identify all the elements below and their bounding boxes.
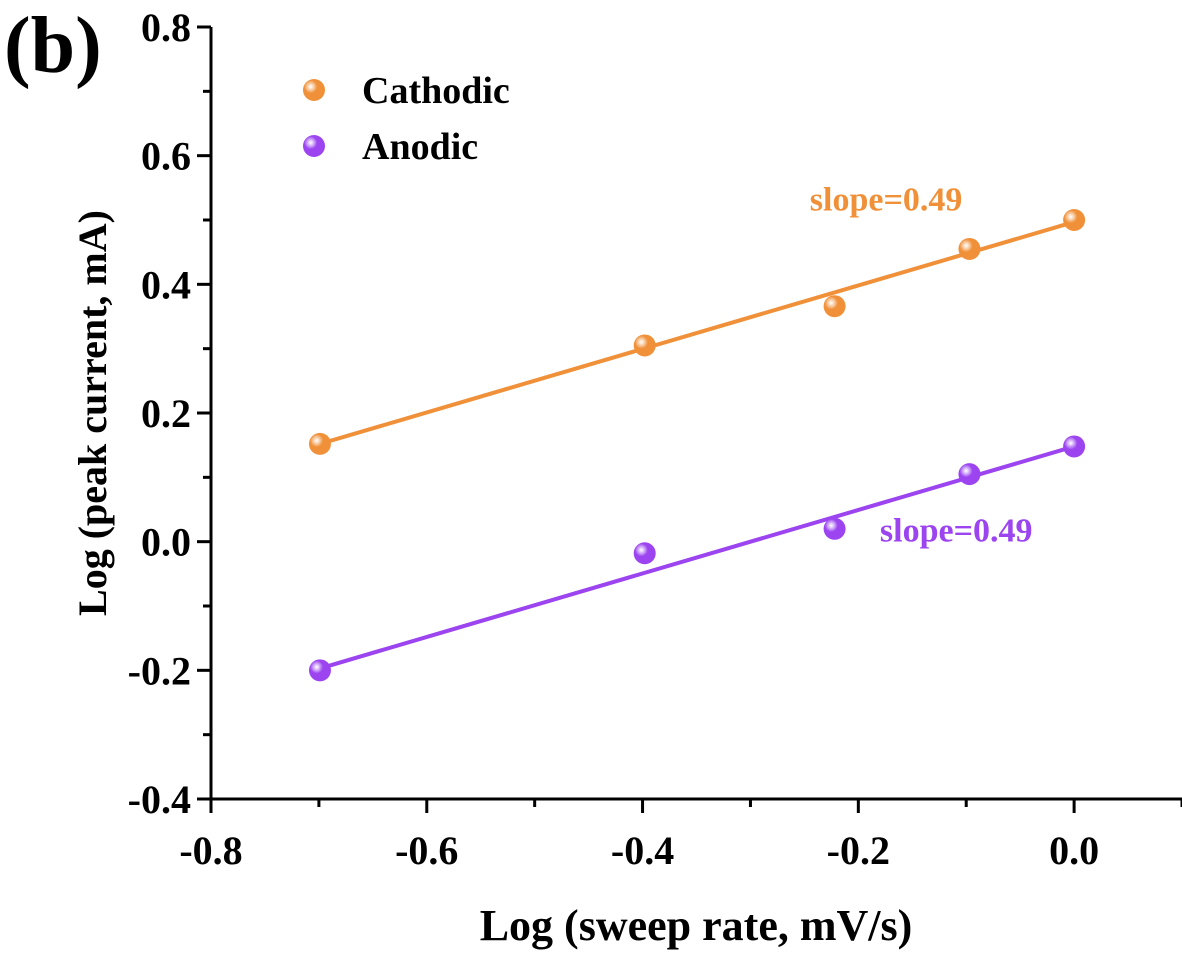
- x-tick-label: -0.8: [179, 828, 242, 873]
- cathodic-point: [823, 295, 846, 318]
- x-axis: -0.8 -0.6 -0.4 -0.2 0.0: [179, 799, 1182, 873]
- y-axis-title: Log (peak current, mA): [70, 210, 115, 616]
- cathodic-point: [958, 237, 981, 260]
- x-tick-label: -0.6: [395, 828, 458, 873]
- cathodic-legend-label: Cathodic: [362, 70, 510, 112]
- y-tick-label: -0.2: [128, 648, 191, 693]
- y-axis: -0.4 -0.2 0.0 0.2 0.4 0.6 0.8: [128, 5, 211, 822]
- anodic-point: [1063, 435, 1086, 458]
- cathodic-legend-marker: [303, 79, 325, 101]
- x-tick-label: -0.2: [827, 828, 890, 873]
- y-tick-label: 0.0: [141, 520, 191, 565]
- y-tick-label: 0.4: [141, 262, 191, 307]
- plot-frame: [209, 27, 1182, 801]
- cathodic-point: [1063, 209, 1086, 231]
- cathodic-point: [308, 432, 331, 455]
- x-tick-label: -0.4: [611, 828, 674, 873]
- x-axis-title: Log (sweep rate, mV/s): [480, 901, 913, 950]
- legend: Cathodic Anodic: [303, 70, 510, 168]
- cathodic-point: [633, 334, 656, 357]
- y-tick-label: 0.6: [141, 134, 191, 179]
- panel-label: (b): [4, 2, 102, 90]
- x-tick-label: 0.0: [1049, 828, 1099, 873]
- data-points: [308, 209, 1086, 682]
- anodic-point: [823, 517, 846, 540]
- y-tick-label: 0.8: [141, 5, 191, 50]
- anodic-point: [308, 659, 331, 682]
- anodic-fit-line: [319, 444, 1075, 671]
- anodic-point: [958, 463, 981, 486]
- anodic-legend-marker: [303, 135, 325, 157]
- y-tick-label: 0.2: [141, 391, 191, 436]
- y-tick-label: -0.4: [128, 777, 191, 822]
- fit-lines: [319, 220, 1075, 671]
- annotations: slope=0.49 slope=0.49: [810, 181, 1033, 549]
- cathodic-fit-line: [319, 220, 1075, 446]
- anodic-legend-label: Anodic: [362, 126, 478, 168]
- cathodic-slope-label: slope=0.49: [810, 181, 963, 218]
- anodic-slope-label: slope=0.49: [880, 513, 1033, 550]
- anodic-point: [633, 542, 656, 565]
